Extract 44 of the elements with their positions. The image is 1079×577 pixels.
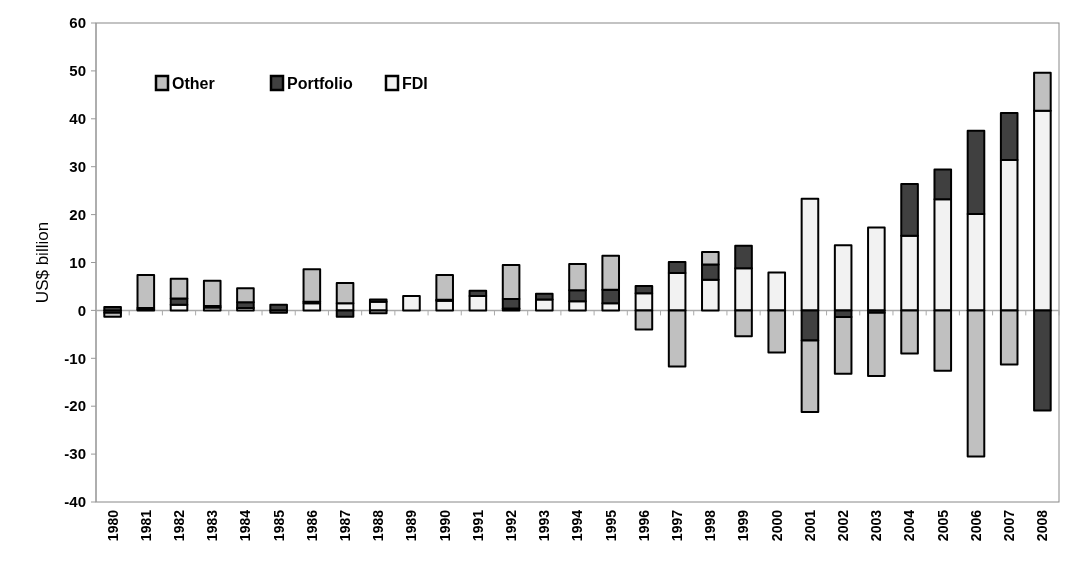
y-tick-label: -30 (64, 445, 86, 463)
x-tick-label: 1981 (137, 509, 154, 542)
x-tick-label: 1990 (436, 509, 453, 542)
x-tick-label: 1985 (270, 509, 287, 542)
x-tick-label: 2008 (1034, 509, 1051, 542)
x-tick-label: 1995 (602, 509, 619, 542)
x-tick-label: 2006 (967, 509, 984, 542)
x-tick-label: 1996 (635, 509, 652, 542)
y-tick-label: 50 (69, 62, 86, 80)
x-tick-label: 2005 (934, 509, 951, 542)
x-tick-label: 1987 (336, 509, 353, 542)
x-tick-label: 1980 (104, 509, 121, 542)
y-tick-label: 30 (69, 157, 86, 175)
x-tick-label: 1992 (502, 509, 519, 542)
x-tick-label: 1986 (303, 509, 320, 542)
y-tick-label: -10 (64, 349, 86, 367)
x-tick-label: 1994 (569, 509, 586, 542)
x-tick-label: 1999 (735, 509, 752, 542)
y-tick-label: -20 (64, 397, 86, 415)
x-tick-label: 1982 (170, 509, 187, 542)
y-tick-label: -40 (64, 493, 86, 511)
x-tick-label: 1984 (237, 509, 254, 542)
legend-label: Other (172, 74, 215, 92)
x-tick-label: 2000 (768, 509, 785, 542)
x-tick-label: 2004 (901, 509, 918, 542)
legend-label: Portfolio (287, 74, 353, 92)
x-tick-label: 2002 (835, 509, 852, 542)
x-tick-label: 1983 (204, 509, 221, 542)
x-tick-label: 1989 (403, 509, 420, 542)
y-tick-label: 10 (69, 253, 86, 271)
x-tick-label: 1998 (702, 509, 719, 542)
x-tick-label: 2007 (1001, 509, 1018, 542)
x-tick-label: 1988 (370, 509, 387, 542)
y-axis-title: US$ billion (33, 221, 52, 304)
y-tick-label: 40 (69, 110, 86, 128)
x-tick-label: 1997 (669, 509, 686, 542)
y-tick-label: 60 (69, 14, 86, 32)
legend-label: FDI (402, 74, 428, 92)
x-tick-label: 2001 (801, 509, 818, 542)
x-tick-label: 2003 (868, 509, 885, 542)
y-tick-label: 20 (69, 205, 86, 223)
x-tick-label: 1991 (469, 509, 486, 542)
y-tick-label: 0 (77, 301, 86, 319)
x-tick-label: 1993 (536, 509, 553, 542)
